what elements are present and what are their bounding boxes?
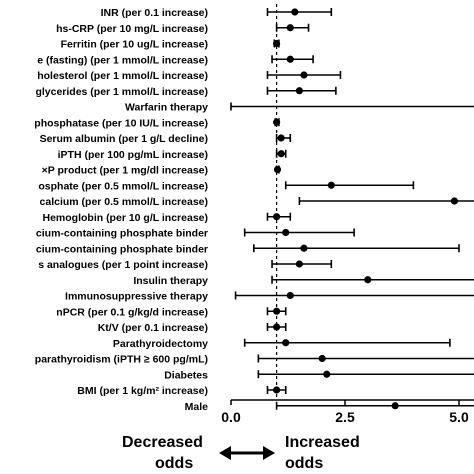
forest-row: cium-containing phosphate binder bbox=[36, 228, 355, 240]
row-label: cium-containing phosphate binder bbox=[36, 228, 208, 240]
odds-ratio-point bbox=[282, 228, 290, 237]
odds-ratio-point bbox=[318, 354, 326, 363]
row-label: glycerides (per 1 mmol/L increase) bbox=[35, 86, 208, 98]
odds-ratio-point bbox=[282, 339, 290, 347]
odds-ratio-point bbox=[273, 118, 281, 126]
odds-ratio-point bbox=[295, 87, 303, 95]
forest-row: parathyroidism (iPTH ≥ 600 pg/mL) bbox=[35, 354, 474, 366]
odds-ratio-point bbox=[291, 8, 299, 16]
forest-row: Warfarin therapy bbox=[125, 102, 474, 114]
odds-ratio-point bbox=[300, 244, 308, 252]
odds-ratio-point bbox=[286, 24, 294, 32]
forest-row: Diabetes bbox=[164, 369, 474, 381]
row-label: Immunosuppressive therapy bbox=[65, 291, 208, 303]
forest-row: nPCR (per 0.1 g/kg/d increase) bbox=[56, 306, 287, 318]
row-label: Ferritin (per 10 ug/L increase) bbox=[61, 39, 208, 51]
decreased-caption-line2: odds bbox=[155, 455, 193, 472]
forest-row: hs-CRP (per 10 mg/L increase) bbox=[56, 23, 310, 35]
forest-row: Serum albumin (per 1 g/L decline) bbox=[40, 133, 292, 145]
forest-row: glycerides (per 1 mmol/L increase) bbox=[35, 86, 337, 98]
row-label: osphate (per 0.5 mmol/L increase) bbox=[38, 180, 208, 192]
forest-row: e (fasting) (per 1 mmol/L increase) bbox=[37, 54, 314, 66]
row-label: BMI (per 1 kg/m² increase) bbox=[77, 385, 208, 397]
axis-layer: 0.02.55.07.510. bbox=[221, 4, 474, 425]
odds-ratio-point bbox=[323, 370, 331, 378]
forest-row: ×P product (per 1 mg/dl increase) bbox=[42, 165, 282, 177]
odds-ratio-point bbox=[277, 134, 285, 142]
row-label: nPCR (per 0.1 g/kg/d increase) bbox=[56, 306, 208, 318]
forest-row: INR (per 0.1 increase) bbox=[101, 7, 333, 19]
row-label: hs-CRP (per 10 mg/L increase) bbox=[56, 23, 208, 35]
row-label: Warfarin therapy bbox=[125, 102, 208, 114]
increased-caption-line2: odds bbox=[285, 455, 323, 472]
row-label: INR (per 0.1 increase) bbox=[101, 7, 208, 19]
x-tick-label: 2.5 bbox=[335, 409, 355, 425]
forest-row: BMI (per 1 kg/m² increase) bbox=[77, 385, 287, 397]
forest-row: Ferritin (per 10 ug/L increase) bbox=[61, 39, 281, 51]
odds-ratio-point bbox=[286, 55, 294, 63]
row-label: phosphatase (per 10 IU/L increase) bbox=[34, 117, 208, 129]
forest-row: Kt/V (per 0.1 increase) bbox=[98, 322, 287, 334]
odds-ratio-point bbox=[286, 291, 294, 300]
odds-ratio-point bbox=[273, 39, 281, 48]
odds-ratio-point bbox=[364, 276, 372, 284]
odds-ratio-point bbox=[391, 402, 399, 410]
forest-row: Immunosuppressive therapy bbox=[65, 291, 474, 303]
forest-row: iPTH (per 100 pg/mL increase) bbox=[58, 149, 287, 161]
row-label: e (fasting) (per 1 mmol/L increase) bbox=[37, 54, 208, 66]
odds-ratio-point bbox=[295, 260, 303, 268]
row-label: iPTH (per 100 pg/mL increase) bbox=[58, 149, 208, 161]
row-label: ×P product (per 1 mg/dl increase) bbox=[42, 165, 208, 177]
forest-row: calcium (per 0.5 mmol/L increase) bbox=[40, 196, 474, 208]
row-label: Diabetes bbox=[164, 369, 208, 381]
caption-layer: Decreased odds Increased odds bbox=[122, 434, 360, 472]
forest-row: cium-containing phosphate binder bbox=[36, 243, 460, 255]
direction-arrow-icon bbox=[219, 446, 275, 460]
row-label: parathyroidism (iPTH ≥ 600 pg/mL) bbox=[35, 354, 208, 366]
rows-layer: INR (per 0.1 increase) hs-CRP (per 10 mg/… bbox=[34, 7, 474, 413]
forest-row: phosphatase (per 10 IU/L increase) bbox=[34, 117, 281, 129]
forest-row: s analogues (per 1 point increase) bbox=[38, 259, 333, 271]
row-label: Parathyroidectomy bbox=[113, 338, 208, 350]
forest-row: Insulin therapy bbox=[133, 275, 474, 287]
row-label: Male bbox=[185, 401, 209, 413]
odds-ratio-point bbox=[300, 71, 308, 79]
row-label: calcium (per 0.5 mmol/L increase) bbox=[40, 196, 208, 208]
row-label: Kt/V (per 0.1 increase) bbox=[98, 322, 208, 334]
row-label: Insulin therapy bbox=[133, 275, 208, 287]
odds-ratio-point bbox=[277, 150, 285, 158]
row-label: Hemoglobin (per 10 g/L increase) bbox=[42, 212, 208, 224]
row-label: holesterol (per 1 mmol/L increase) bbox=[37, 70, 208, 82]
x-tick-label: 0.0 bbox=[221, 409, 241, 425]
forest-row: osphate (per 0.5 mmol/L increase) bbox=[38, 180, 415, 192]
forest-row: Male bbox=[185, 401, 474, 413]
row-label: cium-containing phosphate binder bbox=[36, 243, 208, 255]
increased-caption-line1: Increased bbox=[285, 434, 360, 451]
odds-ratio-point bbox=[273, 323, 281, 331]
forest-row: Hemoglobin (per 10 g/L increase) bbox=[42, 212, 292, 224]
row-label: s analogues (per 1 point increase) bbox=[38, 259, 208, 271]
x-tick-label: 5.0 bbox=[449, 409, 469, 425]
decreased-caption-line1: Decreased bbox=[122, 434, 203, 451]
row-label: Serum albumin (per 1 g/L decline) bbox=[40, 133, 208, 145]
odds-ratio-point bbox=[273, 165, 282, 174]
odds-ratio-point bbox=[327, 181, 335, 189]
forest-row: Parathyroidectomy bbox=[113, 338, 451, 350]
odds-ratio-point bbox=[450, 197, 459, 205]
forest-row: holesterol (per 1 mmol/L increase) bbox=[37, 70, 342, 82]
